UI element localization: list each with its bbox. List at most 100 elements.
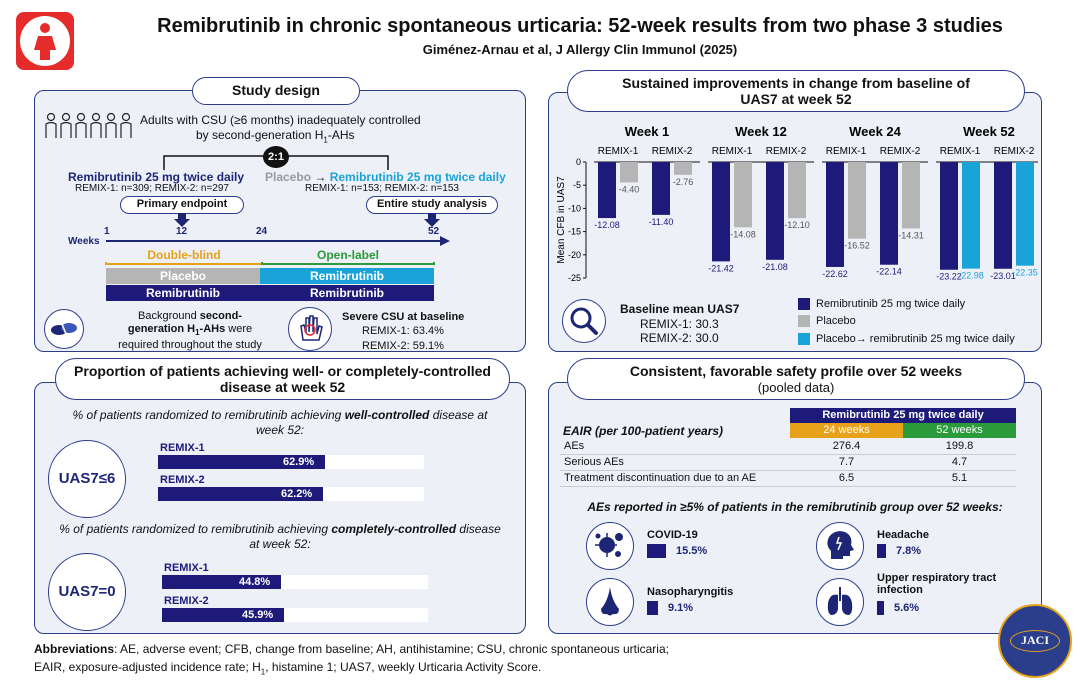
legend-swatch-remi [798, 298, 810, 310]
legend-label-placebo: Placebo [816, 315, 856, 327]
row-52: 199.8 [903, 438, 1016, 455]
week-title: Week 1 [625, 124, 670, 139]
table-row: Serious AEs 7.7 4.7 [560, 454, 1016, 471]
complete-remix2-label: REMIX-2 [164, 595, 209, 607]
chart-bar [1016, 162, 1034, 266]
nose-icon [601, 587, 619, 616]
complete-remix1-bar [162, 575, 281, 589]
safety-table-header: Remibrutinib 25 mg twice daily [790, 408, 1016, 423]
weeks-axis-line [106, 236, 450, 246]
legend-swatch-placebo [798, 315, 810, 327]
uas7-title: Sustained improvements in change from ba… [567, 70, 1025, 112]
baseline-remix2: REMIX-2: 30.0 [640, 331, 719, 345]
row-name: Treatment discontinuation due to an AE [560, 470, 790, 487]
headache-label: Headache [877, 529, 929, 541]
skin-icon-circle [288, 307, 332, 351]
col-24-header: 24 weeks [790, 423, 903, 438]
chart-bar [598, 162, 616, 219]
open-label-label: Open-label [260, 248, 436, 262]
arm2-n: REMIX-1: n=153; REMIX-2: n=153 [305, 183, 459, 194]
chart-bar [712, 162, 730, 262]
study-label: REMIX-2 [652, 146, 693, 157]
abbreviations-line1: Abbreviations: AE, adverse event; CFB, c… [34, 642, 669, 656]
headache-icon [827, 531, 854, 559]
bar-value-label: -22.62 [822, 269, 848, 279]
chart-bar [620, 162, 638, 183]
row-name: AEs [560, 438, 790, 455]
y-tick-label: -15 [568, 227, 581, 237]
placebo-bar: Placebo [106, 268, 260, 284]
primary-endpoint-badge: Primary endpoint [120, 196, 244, 214]
study-label: REMIX-2 [766, 146, 807, 157]
complete-remix1-value: 44.8% [239, 576, 271, 588]
week-title: Week 24 [849, 124, 902, 139]
row-name: Serious AEs [560, 454, 790, 471]
bar-value-label: -11.40 [649, 217, 674, 227]
week-tick-1: 1 [104, 226, 110, 237]
row-52: 4.7 [903, 454, 1016, 471]
bar-value-label: -21.42 [708, 263, 734, 273]
week-tick-12: 12 [176, 226, 188, 237]
urti-value: 5.6% [894, 602, 920, 614]
people-icon [45, 112, 132, 138]
baseline-title: Baseline mean UAS7 [620, 302, 740, 316]
magnifier-icon-circle [562, 299, 606, 343]
well-remix2-label: REMIX-2 [160, 474, 205, 486]
double-blind-label: Double-blind [104, 248, 264, 262]
bar-value-label: -14.08 [730, 229, 756, 239]
bar-value-label: -4.40 [619, 184, 640, 194]
bar-value-label: -22.98 [958, 271, 984, 281]
arm1-label: Remibrutinib 25 mg twice daily [68, 170, 245, 184]
jaci-logo: JACI [998, 604, 1072, 678]
bar-value-label: -2.76 [673, 177, 694, 187]
well-remix1-label: REMIX-1 [160, 442, 205, 454]
bar-value-label: -22.35 [1012, 268, 1038, 278]
chart-bar [940, 162, 958, 270]
col-52-header: 52 weeks [903, 423, 1016, 438]
table-row: Treatment discontinuation due to an AE 6.… [560, 470, 1016, 487]
safety-table: AEs 276.4 199.8 Serious AEs 7.7 4.7 Treatmen… [560, 438, 1016, 487]
weeks-axis-label: Weeks [68, 236, 100, 247]
bar-value-label: -16.52 [844, 241, 870, 251]
safety-title: Consistent, favorable safety profile ove… [567, 358, 1025, 400]
well-remix1-value: 62.9% [283, 456, 315, 468]
legend-swatch-switch [798, 333, 810, 345]
well-remix2-bar [158, 487, 323, 501]
chart-bar [994, 162, 1012, 269]
uas7-chart: Mean CFB in UAS7 0 -5 -10 -15 -20 -25 Week 1 REM… [556, 124, 1038, 283]
study-label: REMIX-1 [712, 146, 753, 157]
severe-csu-title: Severe CSU at baseline [342, 311, 465, 323]
remibrutinib-bar: Remibrutinib [106, 285, 260, 301]
hand-rash-icon [300, 315, 323, 341]
lungs-icon [827, 587, 853, 615]
bar-value-label: -23.01 [990, 271, 1016, 281]
table-row: AEs 276.4 199.8 [560, 438, 1016, 455]
y-tick-label: 0 [576, 157, 581, 167]
analysis-arrow-icon [424, 213, 440, 227]
female-patient-icon [20, 16, 70, 66]
uas7-panel [548, 92, 1042, 352]
chart-bar [962, 162, 980, 269]
nasopharyngitis-value: 9.1% [668, 602, 694, 614]
week-tick-52: 52 [428, 226, 440, 237]
severe-remix1: REMIX-1: 63.4% [362, 325, 444, 337]
citation: Giménez-Arnau et al, J Allergy Clin Immu… [422, 42, 738, 57]
magnifier-icon [570, 307, 598, 335]
study-design-title: Study design [192, 77, 360, 105]
complete-remix2-bar [162, 608, 284, 622]
week-tick-24: 24 [256, 226, 268, 237]
pills-icon [51, 323, 77, 335]
week-title: Week 52 [963, 124, 1015, 139]
complete-remix2-value: 45.9% [242, 609, 274, 621]
study-label: REMIX-2 [994, 146, 1035, 157]
arm2-label: Placebo → Remibrutinib 25 mg twice daily [265, 170, 506, 184]
well-badge: UAS7≤6 [48, 440, 126, 518]
row-24: 7.7 [790, 454, 903, 471]
chart-bar [652, 162, 670, 215]
severe-remix2: REMIX-2: 59.1% [362, 340, 444, 352]
y-tick-label: -5 [573, 180, 581, 190]
baseline-remix1: REMIX-1: 30.3 [640, 317, 719, 331]
nasopharyngitis-bar [647, 601, 658, 615]
well-remix2-value: 62.2% [281, 488, 313, 500]
headache-value: 7.8% [896, 545, 922, 557]
